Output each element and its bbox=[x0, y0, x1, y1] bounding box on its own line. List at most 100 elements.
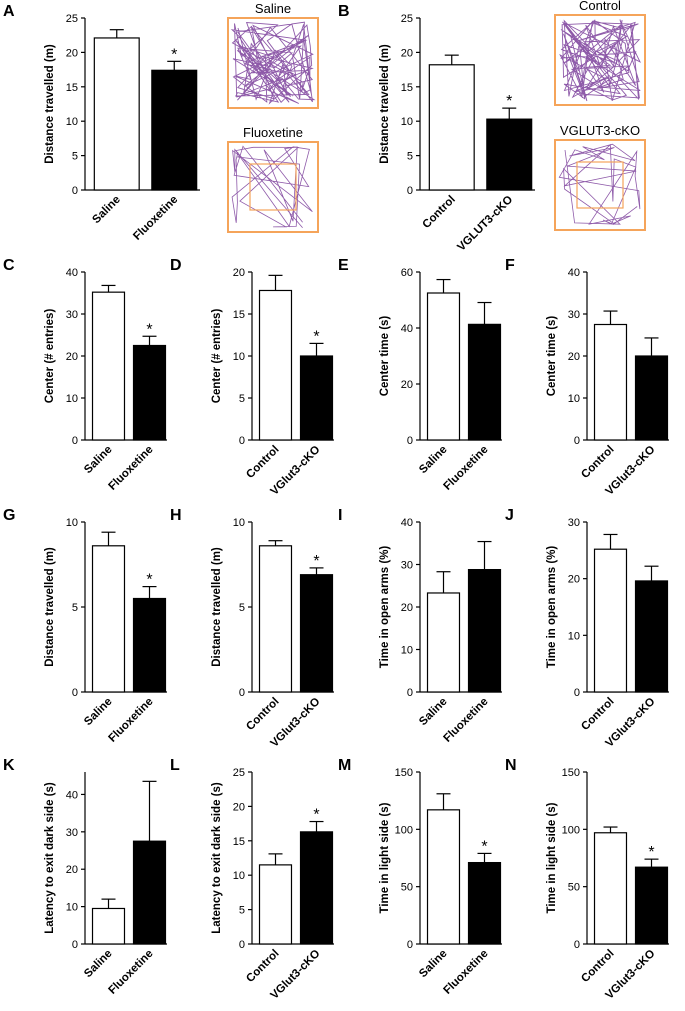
significance-marker: * bbox=[648, 844, 654, 861]
y-tick-label: 25 bbox=[66, 13, 78, 25]
x-tick-label: Control bbox=[244, 444, 281, 481]
y-tick-label: 15 bbox=[66, 82, 78, 94]
bar bbox=[151, 69, 198, 191]
y-tick-label: 25 bbox=[233, 767, 245, 779]
y-axis-label: Latency to exit dark side (s) bbox=[44, 782, 56, 934]
track-path bbox=[558, 143, 641, 225]
bar bbox=[426, 809, 461, 945]
bar bbox=[593, 548, 628, 693]
image-label: Fluoxetine bbox=[243, 125, 303, 140]
y-tick-label: 30 bbox=[568, 309, 580, 321]
x-tick-label: Saline bbox=[82, 948, 114, 980]
y-axis-label: Time in light side (s) bbox=[546, 802, 558, 913]
y-tick-label: 5 bbox=[239, 602, 245, 614]
y-tick-label: 15 bbox=[233, 836, 245, 848]
panel-letter: E bbox=[338, 257, 349, 274]
significance-marker: * bbox=[313, 553, 319, 570]
bar bbox=[634, 355, 669, 441]
panel-letter: M bbox=[338, 757, 351, 774]
significance-marker: * bbox=[313, 807, 319, 824]
track-image bbox=[227, 141, 319, 233]
y-tick-label: 20 bbox=[66, 47, 78, 59]
bar bbox=[93, 37, 140, 191]
y-tick-label: 10 bbox=[401, 645, 413, 657]
y-tick-label: 40 bbox=[66, 267, 78, 279]
bar bbox=[467, 568, 502, 693]
y-tick-label: 15 bbox=[233, 309, 245, 321]
y-tick-label: 60 bbox=[401, 267, 413, 279]
bar bbox=[91, 545, 126, 693]
y-tick-label: 0 bbox=[239, 435, 245, 447]
x-tick-label: Saline bbox=[90, 194, 122, 226]
significance-marker: * bbox=[481, 838, 487, 855]
y-tick-label: 10 bbox=[66, 116, 78, 128]
y-tick-label: 20 bbox=[401, 47, 413, 59]
bar bbox=[467, 323, 502, 441]
y-tick-label: 30 bbox=[66, 827, 78, 839]
y-axis-label: Center (# entries) bbox=[44, 309, 56, 404]
panel-letter: N bbox=[505, 757, 517, 774]
significance-marker: * bbox=[146, 321, 152, 338]
y-tick-label: 30 bbox=[66, 309, 78, 321]
y-tick-label: 0 bbox=[407, 687, 413, 699]
y-tick-label: 5 bbox=[239, 393, 245, 405]
y-tick-label: 40 bbox=[401, 517, 413, 529]
y-tick-label: 0 bbox=[407, 939, 413, 951]
y-axis-label: Latency to exit dark side (s) bbox=[211, 782, 223, 934]
arena bbox=[227, 141, 319, 233]
y-axis-label: Time in open arms (%) bbox=[379, 546, 391, 669]
significance-marker: * bbox=[313, 328, 319, 345]
x-tick-label: Fluoxetine bbox=[106, 696, 155, 745]
significance-marker: * bbox=[171, 46, 177, 63]
bar bbox=[486, 118, 533, 191]
significance-marker: * bbox=[146, 572, 152, 589]
y-tick-label: 0 bbox=[72, 185, 78, 197]
x-tick-label: Fluoxetine bbox=[441, 444, 490, 493]
y-tick-label: 20 bbox=[401, 379, 413, 391]
y-tick-label: 10 bbox=[233, 870, 245, 882]
x-tick-label: Control bbox=[579, 444, 616, 481]
bar bbox=[91, 291, 126, 441]
y-axis-label: Center time (s) bbox=[546, 316, 558, 397]
y-axis-label: Time in open arms (%) bbox=[546, 546, 558, 669]
x-tick-label: VGLUT3-cKO bbox=[455, 194, 515, 254]
y-tick-label: 10 bbox=[568, 393, 580, 405]
y-tick-label: 20 bbox=[66, 351, 78, 363]
image-label: Control bbox=[579, 0, 621, 13]
panel-letter: A bbox=[3, 3, 15, 20]
bar bbox=[132, 344, 167, 441]
y-axis-label: Distance travelled (m) bbox=[379, 44, 391, 164]
bar bbox=[132, 597, 167, 693]
panel-letter: D bbox=[170, 257, 182, 274]
track-image bbox=[554, 14, 646, 106]
y-tick-label: 5 bbox=[239, 905, 245, 917]
y-tick-label: 30 bbox=[568, 517, 580, 529]
y-tick-label: 0 bbox=[574, 435, 580, 447]
track-image bbox=[554, 139, 646, 231]
x-tick-label: Control bbox=[579, 696, 616, 733]
panel-letter: B bbox=[338, 3, 350, 20]
y-tick-label: 20 bbox=[233, 267, 245, 279]
y-tick-label: 100 bbox=[395, 824, 413, 836]
track-path bbox=[559, 19, 641, 102]
y-tick-label: 40 bbox=[568, 267, 580, 279]
panel-letter: J bbox=[505, 507, 514, 524]
x-tick-label: Fluoxetine bbox=[106, 444, 155, 493]
x-tick-label: Fluoxetine bbox=[106, 948, 155, 997]
bar bbox=[593, 832, 628, 945]
y-tick-label: 0 bbox=[407, 435, 413, 447]
y-tick-label: 0 bbox=[72, 939, 78, 951]
panel-letter: F bbox=[505, 257, 515, 274]
bar bbox=[258, 864, 293, 945]
x-tick-label: Control bbox=[579, 948, 616, 985]
y-axis-label: Distance travelled (m) bbox=[44, 44, 56, 164]
y-axis-label: Distance travelled (m) bbox=[44, 547, 56, 667]
y-axis-label: Center time (s) bbox=[379, 316, 391, 397]
x-tick-label: Saline bbox=[417, 696, 449, 728]
bar bbox=[426, 592, 461, 693]
x-tick-label: Control bbox=[244, 696, 281, 733]
y-tick-label: 20 bbox=[233, 801, 245, 813]
y-tick-label: 0 bbox=[574, 687, 580, 699]
y-tick-label: 40 bbox=[66, 789, 78, 801]
